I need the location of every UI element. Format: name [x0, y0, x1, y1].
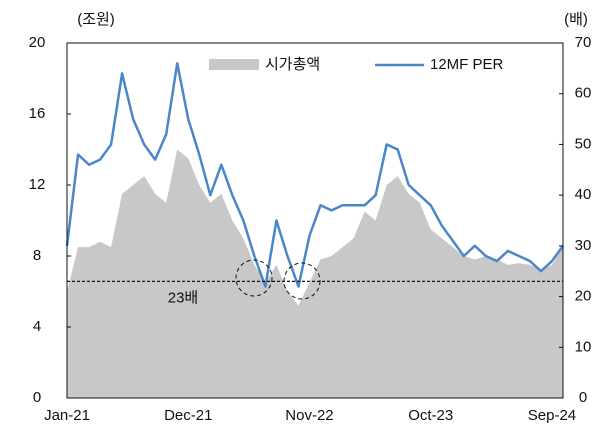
- x-tick-label: Sep-24: [528, 407, 576, 424]
- line: [65, 62, 565, 288]
- x-tick-label: Oct-23: [408, 407, 453, 424]
- y2-tick-label: 0: [579, 389, 587, 406]
- y2-tick-label: 50: [575, 135, 592, 152]
- x-tick-label: Nov-22: [285, 407, 333, 424]
- x-tick-label: Dec-21: [164, 407, 212, 424]
- legend-label: 12MF PER: [430, 56, 504, 73]
- highlight-circle: [235, 259, 273, 297]
- y-tick-label: 20: [29, 34, 46, 51]
- y2-unit-label: (배): [564, 11, 588, 28]
- y2-tick-label: 30: [575, 237, 592, 254]
- legend-swatch: [209, 59, 259, 70]
- y-unit-label: (조원): [77, 11, 115, 28]
- plot-area: [65, 62, 565, 398]
- area: [67, 149, 563, 398]
- reference-label: 23배: [168, 289, 199, 306]
- y-tick-label: 0: [33, 389, 41, 406]
- y2-tick-label: 10: [575, 338, 592, 355]
- y-tick-label: 8: [33, 247, 41, 264]
- y-tick-label: 4: [33, 318, 41, 335]
- y2-tick-label: 70: [575, 34, 592, 51]
- y2-tick-label: 20: [575, 288, 592, 305]
- legend-label: 시가총액: [265, 56, 320, 73]
- y-tick-label: 16: [29, 105, 46, 122]
- x-tick-label: Jan-21: [44, 407, 90, 424]
- y2-tick-label: 60: [575, 85, 592, 102]
- plot-frame: [66, 42, 564, 399]
- y-tick-label: 12: [29, 176, 46, 193]
- y2-tick-label: 40: [575, 186, 592, 203]
